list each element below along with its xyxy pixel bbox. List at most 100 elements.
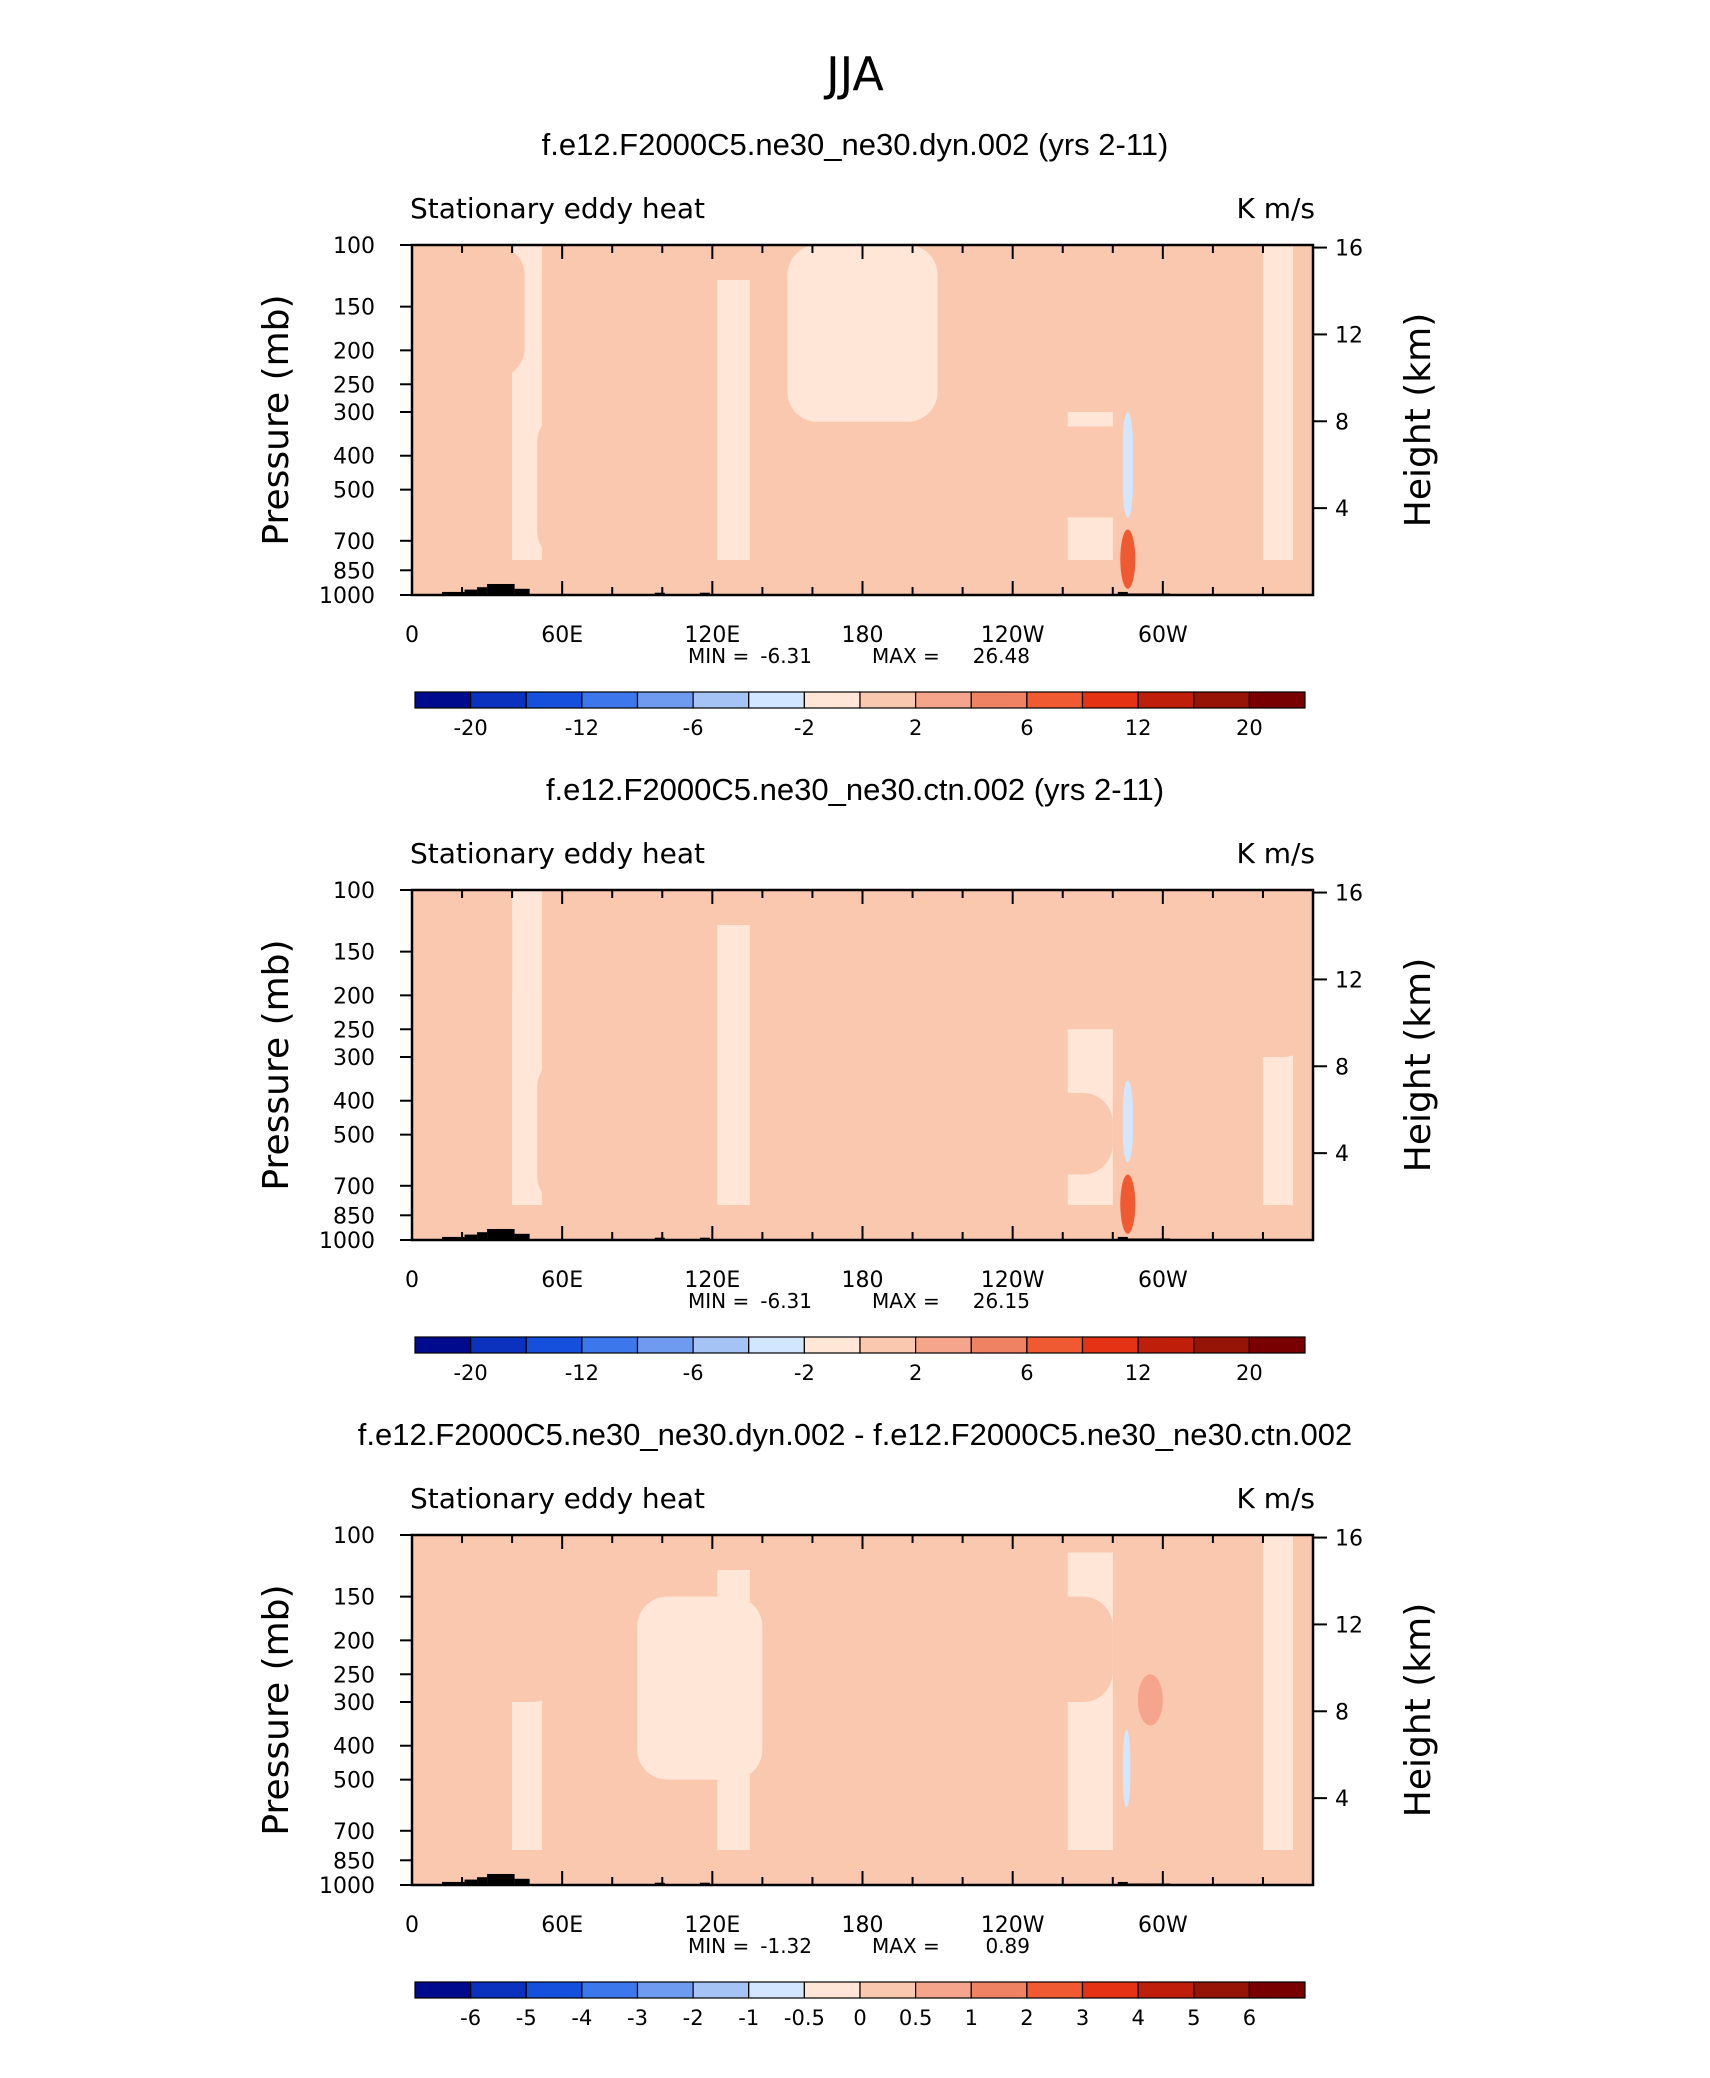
colorbar-swatch [581,691,639,709]
min-value: -6.31 [760,1289,812,1313]
colorbar-label: -6 [683,1361,704,1385]
colorbar-swatch [1248,691,1306,709]
height-tick-label: 8 [1335,1055,1349,1080]
colorbar-swatch [1081,1336,1139,1354]
colorbar-label: 3 [1076,2006,1089,2030]
panel-left-label: Stationary eddy heat [410,1482,705,1515]
x-tick-label: 0 [405,623,419,648]
panel-left-label: Stationary eddy heat [410,837,705,870]
x-tick-label: 180 [842,1913,884,1938]
x-tick-label: 120E [684,623,740,648]
y-tick-label: 850 [333,1849,375,1874]
x-tick-label: 0 [405,1913,419,1938]
panel-title: f.e12.F2000C5.ne30_ne30.dyn.002 - f.e12.… [358,1417,1353,1452]
panel-left-label: Stationary eddy heat [410,192,705,225]
colorbar-swatch [859,1981,917,1999]
colorbar-swatch [1081,691,1139,709]
topography [477,587,488,595]
topography [487,583,515,595]
y-tick-label: 250 [333,1663,375,1688]
colorbar-swatch [748,1981,805,1999]
height-axis-label: Height (km) [1398,958,1439,1172]
colorbar-swatch [525,691,583,709]
height-tick-label: 16 [1335,882,1363,907]
colorbar-label: 6 [1020,1361,1033,1385]
colorbar-swatch [581,1336,639,1354]
colorbar-label: -2 [794,1361,815,1385]
contour-region [1162,890,1313,1057]
x-tick-label: 120W [981,623,1045,648]
colorbar-label: -1 [738,2006,759,2030]
y-tick-label: 700 [333,530,375,555]
colorbar-label: -6 [460,2006,481,2030]
colorbar-label: 12 [1125,716,1152,740]
colorbar-label: 0 [853,2006,866,2030]
y-tick-label: 1000 [319,1229,375,1254]
colorbar-swatch [692,691,750,709]
min-label: MIN = [688,1289,749,1313]
colorbar-swatch [859,691,917,709]
colorbar-swatch [1026,691,1084,709]
y-tick-label: 700 [333,1175,375,1200]
panel-1: f.e12.F2000C5.ne30_ne30.dyn.002 (yrs 2-1… [256,127,1439,740]
colorbar-swatch [581,1981,639,1999]
colorbar-swatch [748,691,805,709]
colorbar-label: -5 [516,2006,537,2030]
colorbar-swatch [470,1981,527,1999]
y-tick-label: 150 [333,1586,375,1611]
x-tick-label: 60E [541,1913,583,1938]
y-tick-label: 400 [333,1735,375,1760]
colorbar-label: -2 [683,2006,704,2030]
panel-units-label: K m/s [1236,1482,1315,1515]
topography [477,1877,488,1885]
x-tick-label: 60W [1138,1268,1188,1293]
colorbar-swatch [525,1981,583,1999]
height-tick-label: 16 [1335,237,1363,262]
topography [1117,1881,1128,1885]
contour-region [1122,1729,1131,1808]
panel-title: f.e12.F2000C5.ne30_ne30.dyn.002 (yrs 2-1… [542,127,1169,162]
y-tick-label: 300 [333,1691,375,1716]
colorbar-label: -12 [565,716,599,740]
y-axis-label: Pressure (mb) [256,294,297,545]
colorbar-label: 6 [1243,2006,1256,2030]
height-tick-label: 12 [1335,968,1363,993]
x-tick-label: 180 [842,1268,884,1293]
contour-region [912,1092,1113,1175]
height-tick-label: 8 [1335,1700,1349,1725]
colorbar-swatch [1193,691,1250,709]
colorbar-swatch [414,1336,472,1354]
contour-region [1122,411,1133,518]
x-tick-label: 120W [981,1913,1045,1938]
contour-region [912,1596,1113,1702]
colorbar-label: 0.5 [899,2006,932,2030]
colorbar: -20 -12 -6 -2 2 6 12 20 [414,1336,1306,1385]
contour-region [537,411,625,562]
colorbar-swatch [1026,1336,1084,1354]
y-tick-label: 1000 [319,1874,375,1899]
topography [487,1873,515,1885]
colorbar-swatch [915,1981,972,1999]
height-tick-label: 4 [1335,1142,1349,1167]
x-tick-label: 60W [1138,1913,1188,1938]
field-band [1262,1535,1293,1850]
colorbar-swatch [470,691,527,709]
field-band [717,925,750,1205]
max-value: 26.48 [973,644,1030,668]
y-tick-label: 500 [333,1769,375,1794]
y-axis-label: Pressure (mb) [256,1584,297,1835]
panel-title: f.e12.F2000C5.ne30_ne30.ctn.002 (yrs 2-1… [546,772,1164,807]
colorbar-swatch [748,1336,805,1354]
y-tick-label: 850 [333,1204,375,1229]
height-tick-label: 4 [1335,1787,1349,1812]
colorbar-label: -6 [683,716,704,740]
panel-2: f.e12.F2000C5.ne30_ne30.ctn.002 (yrs 2-1… [256,772,1439,1385]
topography [1117,591,1128,595]
colorbar-swatch [970,691,1028,709]
y-tick-label: 300 [333,1046,375,1071]
topography [514,588,530,595]
colorbar-label: -20 [453,1361,487,1385]
topography [487,1228,515,1240]
x-tick-label: 60E [541,1268,583,1293]
y-tick-label: 400 [333,445,375,470]
